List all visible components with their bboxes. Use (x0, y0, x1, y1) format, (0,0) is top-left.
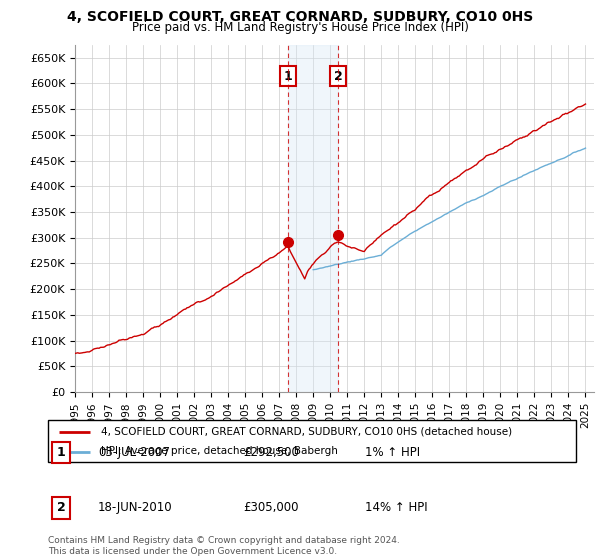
Text: £292,500: £292,500 (244, 446, 299, 459)
Text: 14% ↑ HPI: 14% ↑ HPI (365, 501, 427, 514)
Text: 2: 2 (334, 69, 343, 82)
Text: Contains HM Land Registry data © Crown copyright and database right 2024.
This d: Contains HM Land Registry data © Crown c… (48, 536, 400, 556)
Text: £305,000: £305,000 (244, 501, 299, 514)
Text: 4, SCOFIELD COURT, GREAT CORNARD, SUDBURY, CO10 0HS (detached house): 4, SCOFIELD COURT, GREAT CORNARD, SUDBUR… (101, 427, 512, 437)
Text: 4, SCOFIELD COURT, GREAT CORNARD, SUDBURY, CO10 0HS: 4, SCOFIELD COURT, GREAT CORNARD, SUDBUR… (67, 10, 533, 24)
Bar (288, 45, 338, 392)
Text: 03-JUL-2007: 03-JUL-2007 (98, 446, 170, 459)
Text: 1% ↑ HPI: 1% ↑ HPI (365, 446, 420, 459)
Text: Price paid vs. HM Land Registry's House Price Index (HPI): Price paid vs. HM Land Registry's House … (131, 21, 469, 34)
Text: 1: 1 (283, 69, 292, 82)
Text: 2: 2 (57, 501, 65, 514)
Text: 18-JUN-2010: 18-JUN-2010 (98, 501, 173, 514)
FancyBboxPatch shape (48, 420, 576, 462)
Text: 1: 1 (57, 446, 65, 459)
Text: HPI: Average price, detached house, Babergh: HPI: Average price, detached house, Babe… (101, 446, 338, 456)
